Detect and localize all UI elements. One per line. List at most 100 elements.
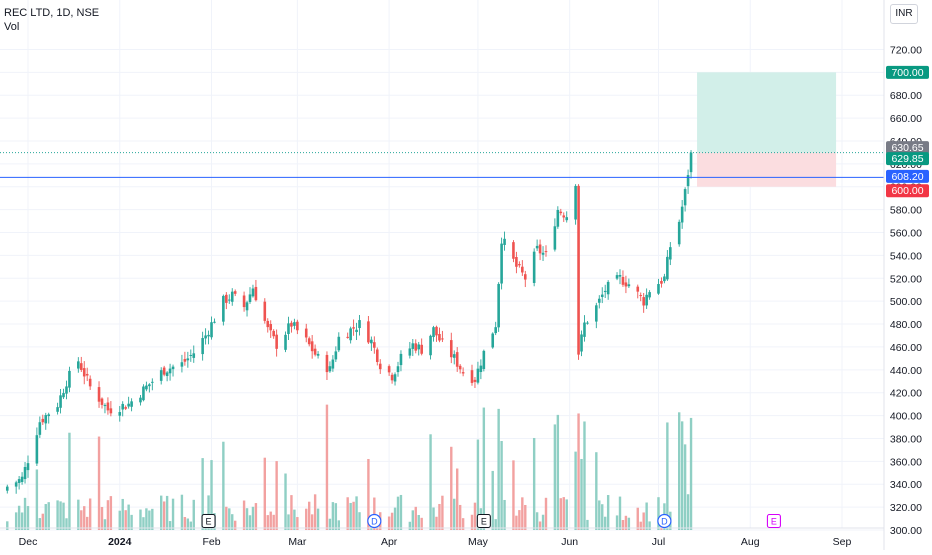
symbol-title: REC LTD, 1D, NSE [4, 7, 100, 19]
volume-bar [606, 495, 610, 530]
candle [541, 246, 545, 262]
y-tick-label: 340.00 [890, 479, 922, 491]
volume-bar [41, 513, 44, 530]
volume-bar [601, 504, 604, 530]
volume-bar [266, 515, 269, 530]
candle [521, 260, 524, 276]
volume-bar [47, 502, 50, 530]
candle-body [225, 294, 228, 303]
candle-body [121, 403, 125, 410]
candle [272, 329, 275, 339]
candle-body [148, 384, 151, 387]
x-tick-label: 2024 [108, 536, 132, 548]
volume-bar [103, 519, 107, 530]
candle-body [482, 350, 486, 369]
candle [124, 405, 127, 411]
candle-body [287, 323, 290, 335]
event-marker-dividend[interactable]: D [367, 513, 382, 529]
candle [310, 335, 314, 359]
volume-bar [503, 499, 506, 530]
candle [337, 332, 341, 353]
candle-body [565, 217, 569, 221]
candle-body [355, 329, 358, 333]
volume-bar [183, 517, 187, 530]
candle [435, 325, 438, 342]
volume-bar [627, 517, 631, 530]
event-marker-upcoming-earnings[interactable]: E [766, 513, 781, 529]
candle-body [358, 320, 361, 329]
candle [290, 320, 293, 333]
price-tag-bg [886, 141, 929, 155]
volume-bar [56, 500, 59, 530]
volume-bar [65, 518, 68, 530]
volume-bar [100, 506, 104, 530]
candle-body [275, 334, 278, 349]
candle [491, 332, 495, 349]
candle-body [118, 412, 122, 416]
candle-body [242, 295, 246, 308]
candle [452, 350, 456, 365]
x-axis-labels: Dec 2024 Feb Mar Apr May Jun Jul Aug Sep [19, 536, 852, 548]
volume-bar [621, 520, 625, 530]
candle [59, 388, 62, 414]
candle [657, 278, 660, 295]
volume-bar [242, 500, 246, 530]
candle-body [180, 362, 184, 367]
candle-body [642, 297, 645, 306]
candle-body [183, 359, 187, 362]
candle-body [254, 286, 258, 301]
candle [251, 284, 255, 298]
candle-body [171, 366, 175, 370]
candle [56, 402, 59, 415]
candle [14, 480, 18, 494]
candle [595, 302, 598, 329]
volume-bar [186, 518, 190, 530]
candle [47, 412, 51, 424]
candle [77, 357, 80, 373]
candle-body [269, 324, 273, 331]
candle-body [251, 288, 255, 297]
volume-bar [355, 496, 358, 530]
candle [296, 319, 299, 335]
candle-body [65, 386, 68, 394]
candle [168, 363, 172, 381]
candle [186, 351, 190, 368]
candle-body [408, 348, 412, 356]
candle [334, 346, 338, 363]
price-tag-label: 600.00 [891, 185, 923, 197]
candle [512, 240, 515, 263]
y-tick-label: 480.00 [890, 319, 922, 331]
volume-bar [127, 504, 130, 530]
candle-body [624, 282, 628, 287]
volume-bar [604, 516, 607, 530]
candle-body [213, 321, 216, 323]
candle-body [666, 256, 669, 280]
volume-bar [358, 512, 361, 530]
candle [100, 397, 104, 409]
currency-button[interactable]: INR [890, 4, 918, 24]
candle-body [44, 415, 48, 424]
x-tick-label: Sep [833, 536, 852, 548]
candle [316, 351, 320, 359]
event-marker-dividend[interactable]: D [657, 513, 672, 529]
candle-body [85, 373, 89, 376]
candle [331, 355, 335, 372]
event-marker-earnings[interactable]: E [201, 513, 216, 529]
volume-bar [544, 497, 548, 530]
candle-body [331, 359, 335, 369]
y-tick-label: 400.00 [890, 411, 922, 423]
candle [245, 300, 249, 317]
y-tick-label: 520.00 [890, 273, 922, 285]
volume-bar [473, 502, 477, 530]
candle [148, 383, 151, 393]
candle [553, 218, 557, 252]
candle [432, 325, 435, 342]
candle-body [304, 328, 308, 338]
volume-bar [234, 520, 237, 530]
candle [583, 315, 586, 342]
candle [17, 475, 21, 490]
candle-body [189, 354, 193, 356]
volume-bar [393, 507, 397, 530]
event-marker-earnings[interactable]: E [476, 513, 491, 529]
